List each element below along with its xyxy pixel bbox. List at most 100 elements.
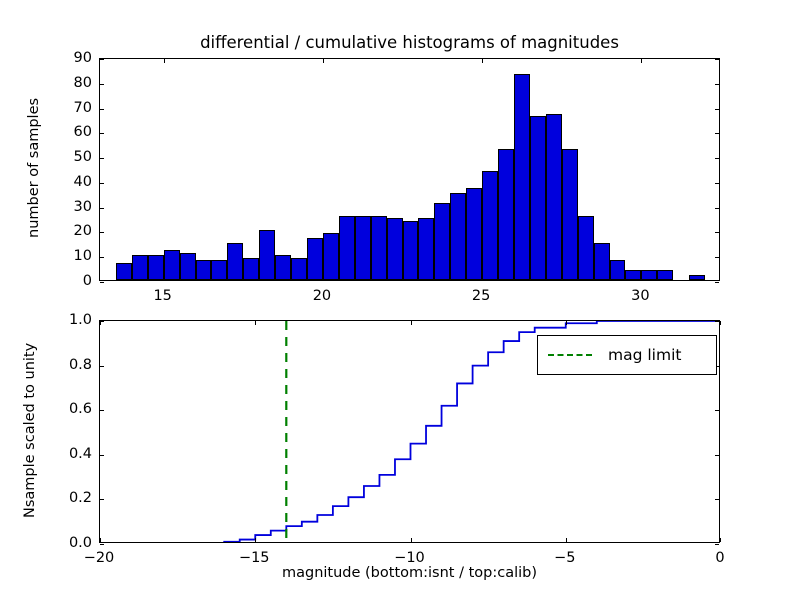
y-tick-label: 60 [73,124,92,141]
histogram-bar [529,116,546,280]
axis-tick-mark [715,158,719,160]
axis-tick-mark [100,321,101,325]
y-tick-label: 0.6 [68,401,92,418]
histogram-bar [434,203,451,280]
histogram-bar [195,260,212,280]
axis-tick-mark [100,454,104,456]
axis-tick-mark [410,321,412,325]
y-tick-label: 1.0 [68,312,92,328]
y-tick-label: 70 [73,99,92,116]
histogram-bar [418,218,435,280]
axis-tick-mark [641,276,643,280]
axis-tick-mark [100,182,104,184]
histogram-bar [402,220,419,280]
histogram-bar [514,74,530,280]
y-tick-label: 0.2 [68,490,92,507]
axis-tick-mark [715,410,719,412]
bottom-panel-axes: mag limit [99,320,721,545]
histogram-bar [466,188,483,280]
histogram-bar [211,260,228,280]
histogram-bar [657,270,674,280]
x-tick-label: 25 [471,288,491,304]
axis-tick-mark [715,59,719,60]
axis-tick-mark [565,321,567,325]
axis-tick-mark [715,454,719,456]
histogram-bar [609,260,626,280]
histogram-bar [482,170,499,280]
histogram-bar [163,250,180,280]
cumulative-curve-svg [223,321,719,542]
histogram-bar [498,148,514,280]
axis-tick-mark [100,365,104,367]
axis-tick-mark [163,59,165,63]
axis-tick-mark [100,133,104,135]
y-tick-label: 20 [73,223,92,240]
y-tick-label: 40 [73,173,92,190]
axis-tick-mark [100,232,104,234]
axis-tick-mark [100,321,104,322]
histogram-bar [259,230,276,280]
axis-tick-mark [100,108,104,110]
histogram-bar [370,215,387,280]
x-tick-label: −5 [554,550,576,566]
bottom-panel-x-axis-label: magnitude (bottom:isnt / top:calib) [281,565,537,581]
x-tick-label: −15 [238,550,270,566]
y-tick-label: 0.4 [68,445,92,462]
x-tick-label: −10 [394,550,425,566]
legend[interactable]: mag limit [537,335,717,375]
y-tick-label: 30 [73,198,92,215]
mag-limit-legend-swatch-icon [548,354,592,356]
axis-tick-mark [715,182,719,184]
histogram-bar [625,270,642,280]
axis-tick-mark [100,158,104,160]
cumulative-line [223,321,719,542]
axis-tick-mark [163,276,165,280]
axis-tick-mark [482,276,484,280]
histogram-bar [545,114,562,280]
axis-tick-mark [715,108,719,110]
axis-tick-mark [720,538,721,542]
axis-tick-mark [100,59,104,60]
x-tick-label: 15 [153,288,172,304]
axis-tick-mark [715,257,719,259]
histogram-bar [227,242,244,280]
histogram-bar [450,193,467,280]
axis-tick-mark [100,83,104,85]
axis-tick-mark [100,207,104,209]
y-tick-label: 0 [82,273,92,289]
y-tick-label: 90 [73,50,92,66]
x-tick-label: 30 [631,288,650,304]
axis-tick-mark [715,282,719,283]
x-tick-label: 0 [715,550,725,566]
x-tick-label: −20 [83,550,115,566]
page-title: differential / cumulative histograms of … [200,33,619,52]
histogram-bar [338,215,355,280]
axis-tick-mark [322,276,324,280]
histogram-bar [115,262,132,280]
axis-tick-mark [715,232,719,234]
y-tick-label: 0.0 [68,535,92,551]
axis-tick-mark [100,499,104,501]
histogram-bar [354,215,371,280]
axis-tick-mark [715,83,719,85]
axis-tick-mark [715,544,719,545]
axis-tick-mark [410,538,412,542]
histogram-bar [179,252,196,280]
histogram-bar [243,257,260,280]
histogram-bar [275,255,292,280]
axis-tick-mark [100,538,101,542]
histogram-bar [689,275,706,280]
axis-tick-mark [715,321,719,322]
y-tick-label: 10 [73,248,92,265]
histogram-bar [131,255,148,280]
histogram-bar [307,237,323,280]
x-tick-label: 20 [312,288,332,304]
bottom-panel-plot-area [100,321,719,542]
axis-tick-mark [100,410,104,412]
axis-tick-mark [715,499,719,501]
y-tick-label: 80 [73,74,92,91]
histogram-bar [291,257,307,280]
y-tick-label: 0.8 [68,356,92,373]
top-panel-plot-area [100,59,719,280]
axis-tick-mark [641,59,643,63]
